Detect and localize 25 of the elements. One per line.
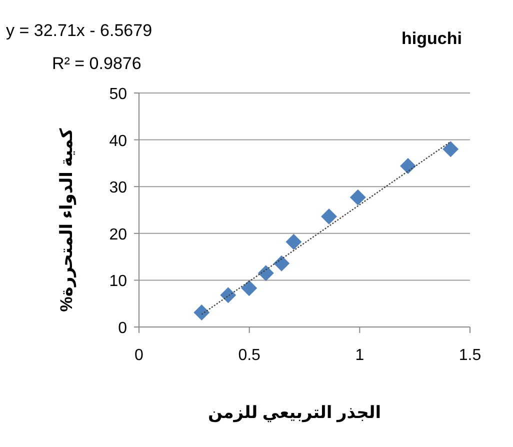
point: [442, 141, 459, 158]
text: R² = 0.9876: [52, 54, 142, 73]
y-tick-label: 0: [118, 320, 128, 337]
point: [350, 189, 366, 206]
x-tick-label: 1.5: [458, 347, 482, 364]
point: [241, 280, 258, 296]
point: [286, 234, 302, 250]
point: [194, 304, 210, 320]
chart-title: higuchi: [402, 29, 462, 48]
x-axis-title: الجذر التربيعي للزمن: [208, 403, 382, 423]
point: [220, 287, 236, 304]
y-tick-label: 50: [109, 86, 128, 103]
y-axis-title: كمية الدواء المتحررة%: [57, 128, 77, 312]
y-tick-label: 40: [109, 132, 128, 150]
point: [258, 265, 274, 282]
x-tick-label: 0.5: [238, 347, 261, 364]
point: [320, 208, 337, 225]
y-tick-label: 20: [109, 226, 128, 244]
y-tick-label: 30: [109, 180, 128, 197]
x-tick-label: 1: [355, 347, 364, 364]
y-tick-label: 10: [109, 273, 128, 290]
x-tick-label: 0: [134, 347, 144, 364]
text: y = 32.71x - 6.5679: [6, 21, 152, 40]
point: [400, 158, 416, 174]
point: [274, 255, 290, 272]
